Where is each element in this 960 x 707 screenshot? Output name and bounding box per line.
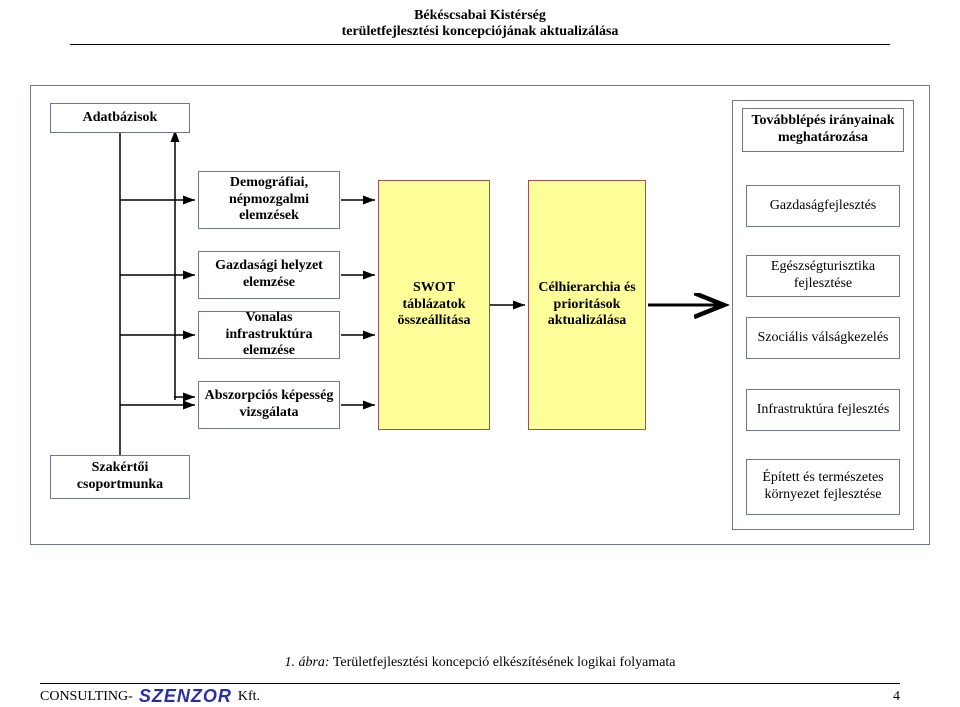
label: Gazdaságfejlesztés [770,198,877,215]
label: Egészségturisztika fejlesztése [751,259,895,293]
caption-text: Területfejlesztési koncepció elkészítésé… [330,655,676,670]
footer-kft: Kft. [238,689,260,705]
label: Épített és természetes környezet fejlesz… [751,470,895,504]
diagram-canvas: Adatbázisok Szakértői csoportmunka Demog… [0,45,960,645]
footer-consulting: CONSULTING- [40,689,133,705]
page-number: 4 [893,689,900,705]
caption-prefix: 1. ábra: [284,655,329,670]
node-adatbazisok: Adatbázisok [50,103,190,133]
label: Infrastruktúra fejlesztés [757,402,890,419]
node-egeszsegturisztika: Egészségturisztika fejlesztése [746,255,900,297]
page-footer: CONSULTING- SZENZOR Kft. 4 [40,683,900,707]
node-demografiai: Demográfiai, népmozgalmi elemzések [198,171,340,229]
node-swot: SWOT táblázatok összeállítása [378,180,490,430]
footer-left: CONSULTING- SZENZOR Kft. [40,686,260,707]
header-line2: területfejlesztési koncepciójának aktual… [0,24,960,40]
page: Békéscsabai Kistérség területfejlesztési… [0,0,960,707]
doc-header: Békéscsabai Kistérség területfejlesztési… [0,0,960,42]
label: SWOT táblázatok összeállítása [383,280,485,330]
label: Vonalas infrastruktúra elemzése [203,310,335,360]
label: Szakértői csoportmunka [55,460,185,494]
node-celhierarchia: Célhierarchia és prioritások aktualizálá… [528,180,646,430]
node-infra-fejlesztes: Infrastruktúra fejlesztés [746,389,900,431]
node-gazdasagfejlesztes: Gazdaságfejlesztés [746,185,900,227]
label: Demográfiai, népmozgalmi elemzések [203,175,335,225]
node-szocialis: Szociális válságkezelés [746,317,900,359]
node-abszorpcios: Abszorpciós képesség vizsgálata [198,381,340,429]
figure-caption: 1. ábra: Területfejlesztési koncepció el… [0,655,960,671]
node-gazdasagi-helyzet: Gazdasági helyzet elemzése [198,251,340,299]
node-tovabblepes: Továbblépés irányainak meghatározása [742,108,904,152]
node-vonalas-infra: Vonalas infrastruktúra elemzése [198,311,340,359]
header-line1: Békéscsabai Kistérség [0,8,960,24]
node-epitett-kornyezet: Épített és természetes környezet fejlesz… [746,459,900,515]
label: Abszorpciós képesség vizsgálata [203,388,335,422]
label: Szociális válságkezelés [757,330,888,347]
label: Adatbázisok [83,110,158,127]
label: Gazdasági helyzet elemzése [203,258,335,292]
label: Célhierarchia és prioritások aktualizálá… [533,280,641,330]
node-szakertoi: Szakértői csoportmunka [50,455,190,499]
label: Továbblépés irányainak meghatározása [747,113,899,147]
footer-logo: SZENZOR [139,686,232,707]
